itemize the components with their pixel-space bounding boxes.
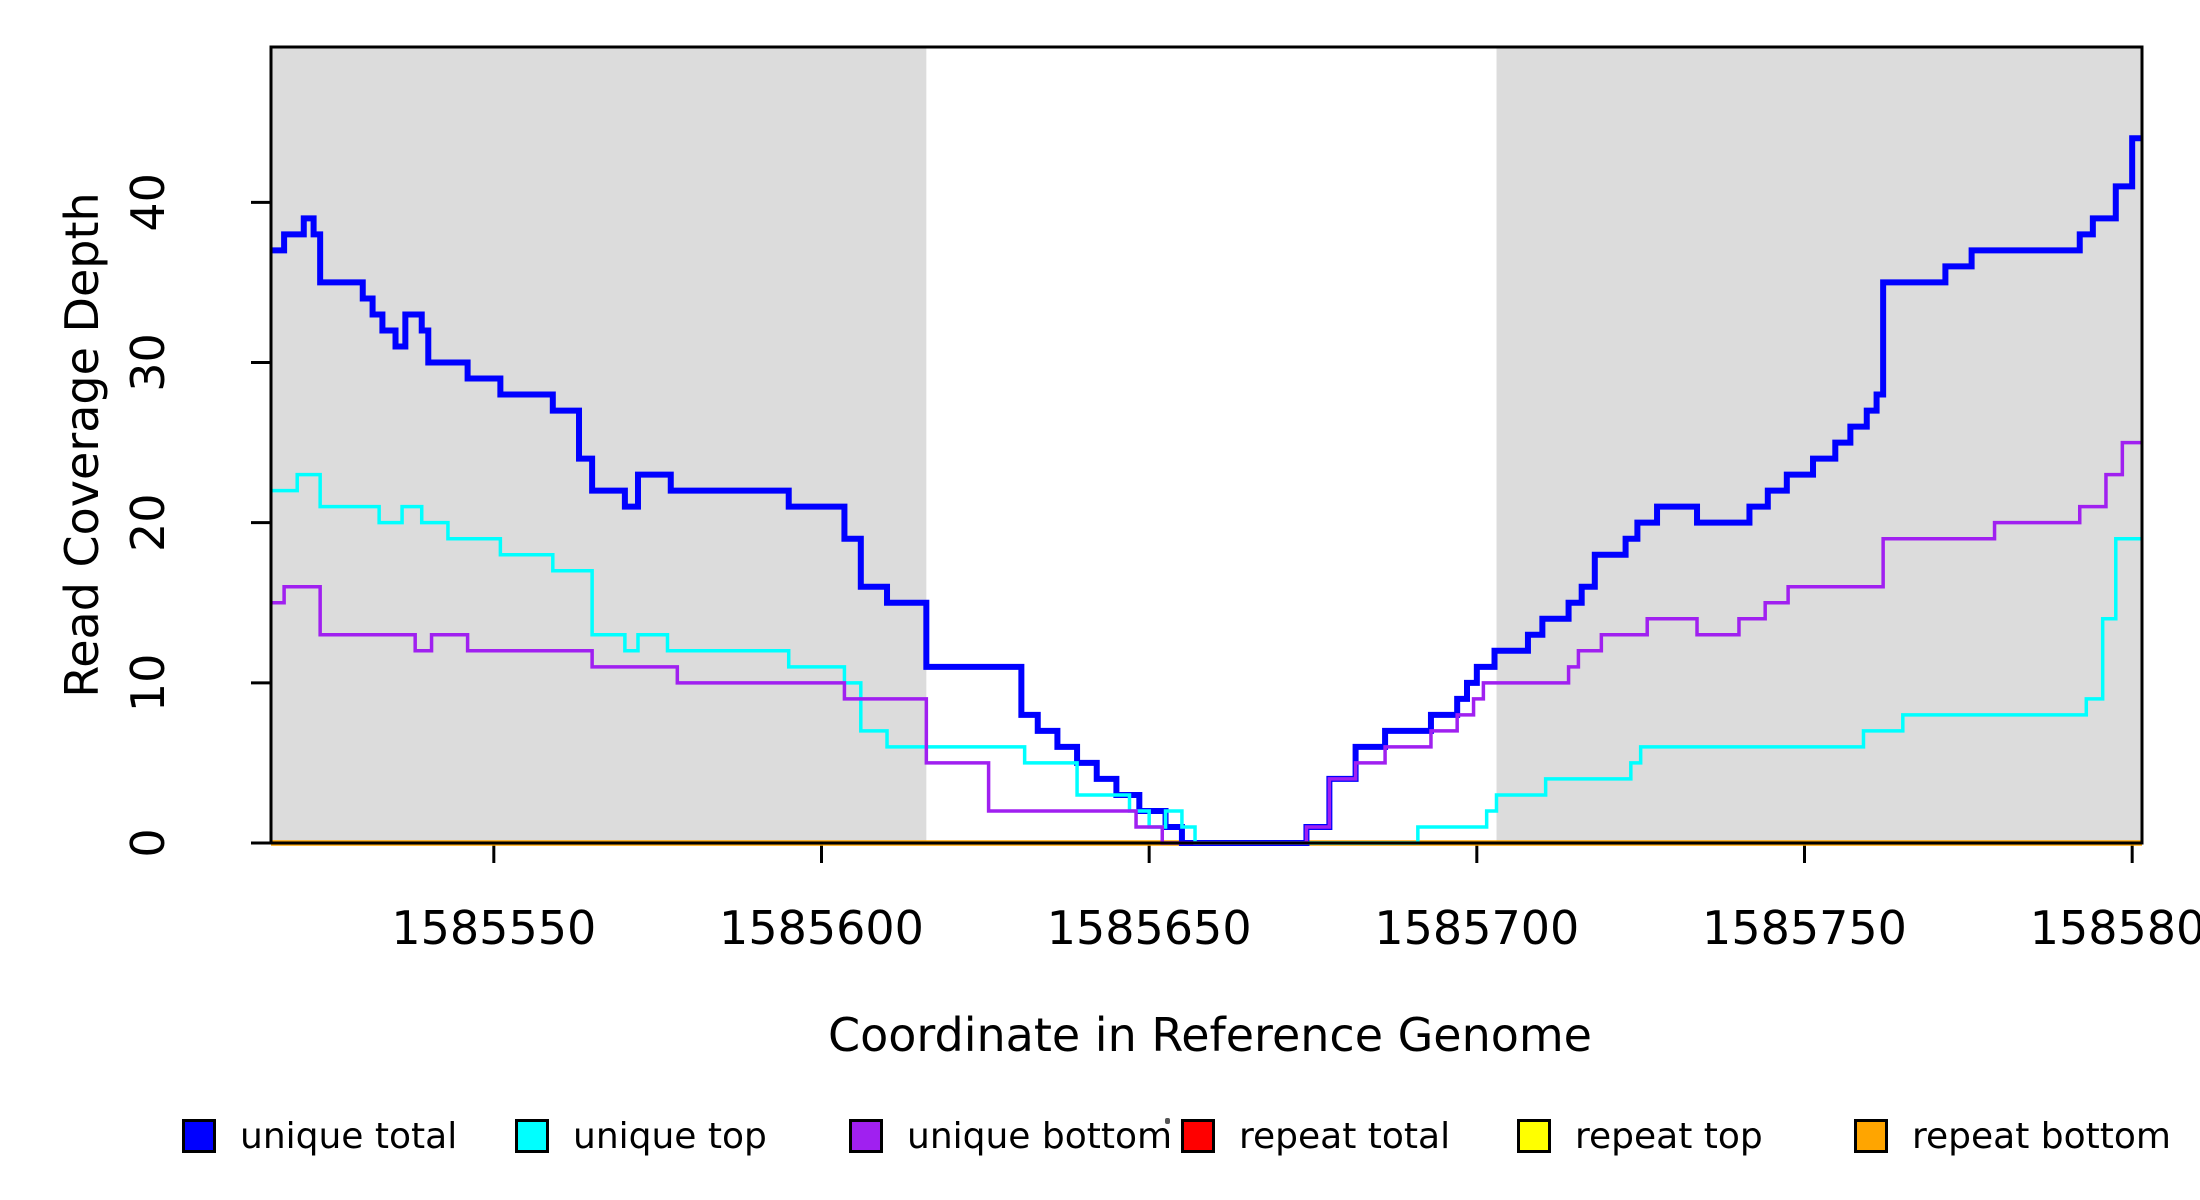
x-axis-title: Coordinate in Reference Genome (828, 1008, 1592, 1062)
artifact-dot (1165, 1118, 1170, 1124)
plot-box (269, 45, 2144, 845)
series-unique-top (271, 472, 2142, 845)
x-tick-label: 1585700 (1374, 901, 1579, 955)
x-tick-label: 1585750 (1702, 901, 1907, 955)
x-tick-label: 1585650 (1047, 901, 1252, 955)
y-tick-label: 30 (121, 333, 175, 392)
y-tick-label: 10 (121, 654, 175, 713)
y-axis-title: Read Coverage Depth (55, 192, 109, 698)
x-tick-label: 1585550 (391, 901, 596, 955)
y-tick-label: 40 (121, 173, 175, 232)
y-tick-label: 20 (121, 493, 175, 552)
y-tick-label: 0 (121, 828, 175, 857)
series-unique-bottom (271, 440, 2142, 845)
x-tick-label: 1585600 (719, 901, 924, 955)
shaded-band-1 (1496, 47, 2142, 843)
shaded-band-0 (271, 47, 927, 843)
